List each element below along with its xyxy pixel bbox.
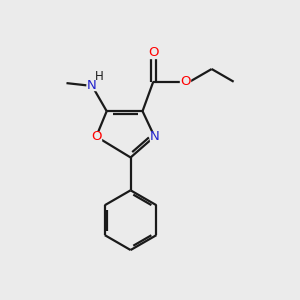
Text: O: O: [91, 130, 101, 143]
Bar: [92, 132, 101, 141]
Text: N: N: [87, 79, 97, 92]
Text: H: H: [95, 70, 103, 83]
Bar: [87, 80, 97, 90]
Bar: [180, 77, 190, 86]
Bar: [148, 48, 158, 58]
Bar: [150, 132, 159, 141]
Text: N: N: [150, 130, 159, 143]
Text: O: O: [180, 75, 190, 88]
Text: O: O: [148, 46, 158, 59]
